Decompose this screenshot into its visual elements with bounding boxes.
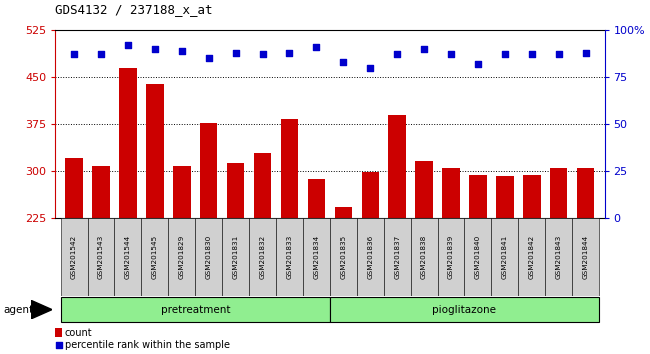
Bar xyxy=(168,218,195,296)
Bar xyxy=(249,218,276,296)
Bar xyxy=(411,218,437,296)
Point xyxy=(150,46,160,52)
Bar xyxy=(437,218,465,296)
Bar xyxy=(303,218,330,296)
Text: GSM201545: GSM201545 xyxy=(152,235,158,279)
Bar xyxy=(146,85,164,218)
Text: GSM201836: GSM201836 xyxy=(367,235,373,279)
Text: GSM201843: GSM201843 xyxy=(556,235,562,279)
Bar xyxy=(119,68,136,218)
Bar xyxy=(577,168,594,218)
Text: GSM201543: GSM201543 xyxy=(98,235,104,279)
Bar xyxy=(469,175,487,218)
Bar xyxy=(66,158,83,218)
Bar xyxy=(222,218,249,296)
Point xyxy=(392,52,402,57)
Point xyxy=(554,52,564,57)
Bar xyxy=(60,297,330,322)
Bar xyxy=(389,114,406,218)
Point xyxy=(123,42,133,48)
Text: GSM201842: GSM201842 xyxy=(529,235,535,279)
Point xyxy=(231,50,241,56)
Text: GSM201841: GSM201841 xyxy=(502,235,508,279)
Bar xyxy=(55,328,62,337)
Bar xyxy=(491,218,518,296)
Point xyxy=(419,46,429,52)
Bar xyxy=(415,161,433,218)
Bar xyxy=(281,119,298,218)
Text: pioglitazone: pioglitazone xyxy=(432,305,497,315)
Bar xyxy=(254,153,271,218)
Point xyxy=(365,65,376,70)
Polygon shape xyxy=(31,301,52,319)
Point xyxy=(446,52,456,57)
Point xyxy=(69,52,79,57)
Text: GSM201838: GSM201838 xyxy=(421,235,427,279)
Text: GSM201829: GSM201829 xyxy=(179,235,185,279)
Bar xyxy=(496,176,514,218)
Bar xyxy=(442,168,460,218)
Bar xyxy=(200,123,218,218)
Text: GDS4132 / 237188_x_at: GDS4132 / 237188_x_at xyxy=(55,3,213,16)
Bar xyxy=(330,218,357,296)
Text: GSM201832: GSM201832 xyxy=(259,235,266,279)
Point xyxy=(580,50,591,56)
Bar xyxy=(92,166,110,218)
Point xyxy=(203,55,214,61)
Bar xyxy=(60,218,88,296)
Bar xyxy=(361,172,379,218)
Point xyxy=(284,50,294,56)
Text: agent: agent xyxy=(3,305,33,315)
Point xyxy=(500,52,510,57)
Bar xyxy=(88,218,114,296)
Bar xyxy=(195,218,222,296)
Bar xyxy=(114,218,142,296)
Text: GSM201835: GSM201835 xyxy=(341,235,346,279)
Bar xyxy=(173,166,190,218)
Point xyxy=(338,59,348,65)
Bar xyxy=(227,163,244,218)
Bar xyxy=(357,218,384,296)
Bar xyxy=(465,218,491,296)
Bar xyxy=(572,218,599,296)
Bar xyxy=(518,218,545,296)
Point xyxy=(311,44,322,50)
Text: GSM201844: GSM201844 xyxy=(582,235,589,279)
Text: GSM201542: GSM201542 xyxy=(71,235,77,279)
Text: GSM201839: GSM201839 xyxy=(448,235,454,279)
Bar xyxy=(550,168,567,218)
Text: GSM201830: GSM201830 xyxy=(205,235,212,279)
Text: GSM201837: GSM201837 xyxy=(394,235,400,279)
Bar xyxy=(330,297,599,322)
Text: count: count xyxy=(65,327,92,338)
Bar xyxy=(523,175,541,218)
Text: GSM201834: GSM201834 xyxy=(313,235,319,279)
Bar xyxy=(142,218,168,296)
Text: GSM201833: GSM201833 xyxy=(287,235,292,279)
Text: GSM201544: GSM201544 xyxy=(125,235,131,279)
Text: GSM201831: GSM201831 xyxy=(233,235,239,279)
Bar xyxy=(335,207,352,218)
Point xyxy=(177,48,187,53)
Point xyxy=(257,52,268,57)
Bar xyxy=(384,218,411,296)
Text: percentile rank within the sample: percentile rank within the sample xyxy=(65,340,230,350)
Text: pretreatment: pretreatment xyxy=(161,305,230,315)
Point xyxy=(53,342,64,348)
Bar xyxy=(545,218,572,296)
Bar xyxy=(307,179,325,218)
Point xyxy=(526,52,537,57)
Point xyxy=(473,61,483,67)
Text: GSM201840: GSM201840 xyxy=(475,235,481,279)
Bar xyxy=(276,218,303,296)
Point xyxy=(96,52,106,57)
